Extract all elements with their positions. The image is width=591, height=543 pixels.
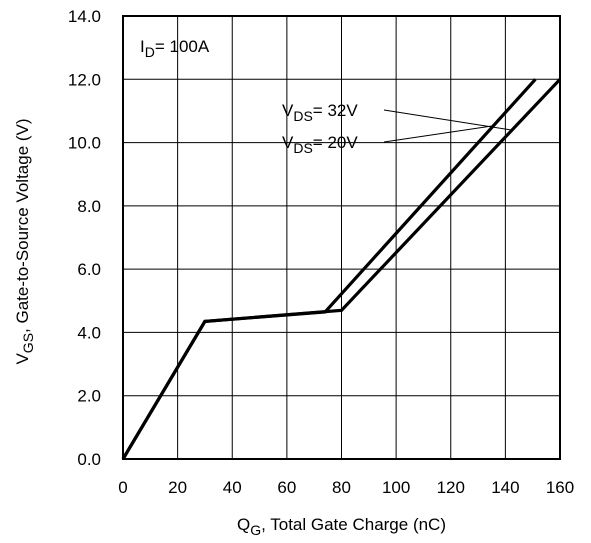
x-tick-label: 40 <box>223 478 242 497</box>
y-tick-labels: 0.0 2.0 4.0 6.0 8.0 10.0 12.0 14.0 <box>68 7 101 469</box>
y-tick-label: 2.0 <box>77 387 101 406</box>
drain-current-annotation: ID= 100A <box>140 37 210 60</box>
series-labels: VDS= 32V VDS= 20V <box>282 101 513 156</box>
y-tick-label: 12.0 <box>68 70 101 89</box>
x-tick-label: 20 <box>168 478 187 497</box>
y-tick-label: 8.0 <box>77 197 101 216</box>
series-layer <box>121 78 562 460</box>
grid-lines <box>122 15 561 460</box>
x-tick-label: 120 <box>437 478 465 497</box>
y-tick-label: 14.0 <box>68 7 101 26</box>
x-tick-label: 100 <box>382 478 410 497</box>
x-tick-label: 0 <box>118 478 127 497</box>
y-tick-label: 10.0 <box>68 134 101 153</box>
x-tick-labels: 0 20 40 60 80 100 120 140 160 <box>118 478 574 497</box>
y-tick-label: 0.0 <box>77 450 101 469</box>
series-label: VDS= 32V <box>282 101 358 124</box>
plot-area-frame <box>122 15 561 460</box>
x-tick-label: 140 <box>491 478 519 497</box>
drain-current-label: ID= 100A <box>140 37 210 60</box>
series-label-leader <box>383 109 513 131</box>
x-axis-title: QG, Total Gate Charge (nC) <box>237 515 446 538</box>
x-tick-label: 160 <box>546 478 574 497</box>
series-line-vds-20v <box>121 78 537 460</box>
y-tick-label: 4.0 <box>77 323 101 342</box>
y-axis-title: VGS, Gate-to-Source Voltage (V) <box>13 118 36 364</box>
y-tick-label: 6.0 <box>77 260 101 279</box>
series-label: VDS= 20V <box>282 133 358 156</box>
x-tick-label: 80 <box>332 478 351 497</box>
x-tick-label: 60 <box>277 478 296 497</box>
series-label-leader <box>383 125 494 143</box>
